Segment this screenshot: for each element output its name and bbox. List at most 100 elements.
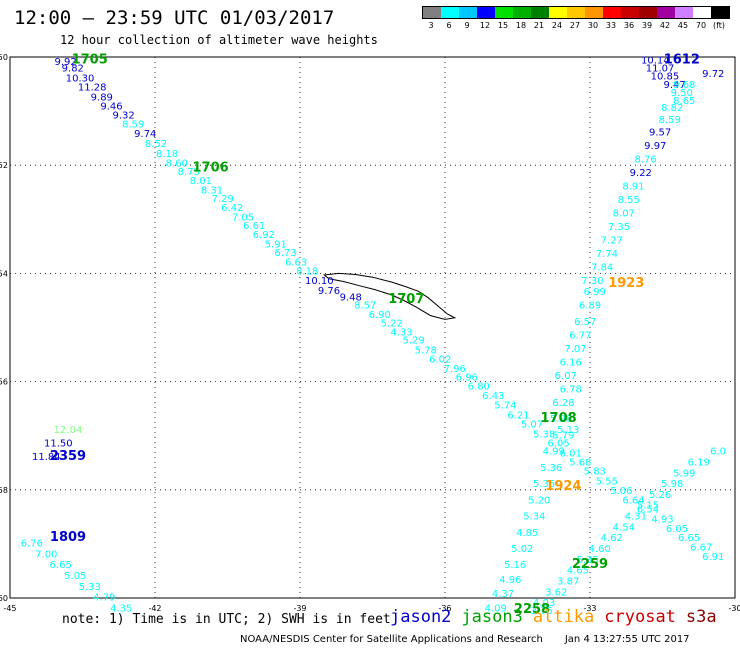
legend-label: 27 [569, 21, 581, 30]
credit-text: NOAA/NESDIS Center for Satellite Applica… [240, 634, 543, 645]
wave-height-point: 9.47 [663, 80, 685, 91]
legend-swatch [459, 7, 477, 18]
wave-height-point: 9.82 [62, 64, 84, 75]
legend-label: 70 [695, 21, 707, 30]
wave-height-point: 7.35 [608, 222, 630, 233]
wave-height-point: 5.98 [661, 479, 683, 490]
wave-height-point: 7.05 [232, 212, 254, 223]
wave-height-point: 4.54 [613, 522, 635, 533]
legend-swatch [711, 7, 729, 18]
wave-height-point: 9.89 [91, 92, 113, 103]
wave-height-point: 6.0 [710, 447, 726, 458]
wave-height-point: 8.18 [296, 267, 318, 278]
wave-height-point: 8.59 [659, 115, 681, 126]
wave-height-point: 4.65 [567, 566, 589, 577]
lon-tick-label: -42 [148, 604, 161, 613]
satellite-jason2: jason2 [390, 607, 452, 627]
wave-height-point: 6.61 [243, 221, 265, 232]
wave-height-point: 5.78 [415, 346, 437, 357]
legend-label: (ft) [712, 21, 726, 30]
wave-height-point: 5.26 [649, 490, 671, 501]
wave-height-point: 5.83 [584, 467, 606, 478]
satellite-key: jason2 jason3 altika cryosat s3a [390, 607, 717, 627]
generated-timestamp: Jan 4 13:27:55 UTC 2017 [564, 634, 690, 645]
wave-height-point: 5.99 [673, 468, 695, 479]
wave-height-point: 5.79 [552, 430, 574, 441]
wave-height-legend: 3 6 9 12 15 18 21 24 27 30 33 36 39 42 45 70 (ft) [422, 6, 730, 30]
lon-tick-label: -33 [583, 604, 596, 613]
wave-height-point: 7.29 [212, 194, 234, 205]
wave-height-point: 9.48 [340, 293, 362, 304]
wave-height-point: 6.80 [468, 382, 490, 393]
wave-height-point: 4.85 [516, 528, 538, 539]
lat-tick-label: -56 [0, 378, 8, 387]
wave-height-point: 6.92 [253, 230, 275, 241]
wave-height-point: 5.20 [528, 495, 550, 506]
wave-height-point: 6.43 [482, 391, 504, 402]
legend-label: 12 [479, 21, 491, 30]
wave-height-point: 7.07 [564, 344, 586, 355]
legend-swatch [585, 7, 603, 18]
wave-height-point: 6.65 [50, 560, 72, 571]
wave-height-point: 10.10 [305, 276, 334, 287]
wave-height-point: 8.57 [354, 301, 376, 312]
wave-height-point: 5.35 [533, 479, 555, 490]
wave-height-point: 8.82 [661, 103, 683, 114]
pass-time-label: 2258 [514, 602, 550, 617]
wave-height-point: 6.89 [579, 301, 601, 312]
wave-height-point: 6.42 [221, 203, 243, 214]
wave-height-point: 6.99 [584, 287, 606, 298]
wave-height-point: 11.84 [32, 452, 61, 463]
wave-height-point: 6.05 [666, 524, 688, 535]
legend-swatch [477, 7, 495, 18]
wave-height-point: 6.67 [690, 542, 712, 553]
lon-tick-label: -45 [3, 604, 16, 613]
legend-swatch [675, 7, 693, 18]
lat-tick-label: -60 [0, 594, 8, 603]
wave-height-point: 5.74 [494, 401, 516, 412]
wave-height-point: 3.87 [557, 577, 579, 588]
wave-height-point: 12.04 [54, 425, 83, 436]
wave-height-point: 6.91 [702, 552, 724, 563]
wave-height-point: 5.91 [265, 239, 287, 250]
wave-height-point: 6.57 [574, 317, 596, 328]
wave-height-point: 6.73 [274, 248, 296, 259]
wave-height-point: 9.72 [702, 69, 724, 80]
wave-height-point: 5.55 [596, 476, 618, 487]
legend-swatch [693, 7, 711, 18]
wave-height-point: 8.31 [201, 185, 223, 196]
legend-labels: 3 6 9 12 15 18 21 24 27 30 33 36 39 42 45 70 (ft) [422, 21, 730, 30]
credit-line: NOAA/NESDIS Center for Satellite Applica… [240, 634, 712, 645]
wave-height-point: 4.37 [492, 589, 514, 600]
wave-height-point: 5.05 [64, 571, 86, 582]
wave-height-point: 9.22 [630, 168, 652, 179]
wave-height-point: 9.50 [671, 88, 693, 99]
wave-height-point: 8.76 [634, 155, 656, 166]
wave-height-point: 8.18 [156, 149, 178, 160]
wave-height-point: 3.62 [545, 587, 567, 598]
wave-height-point: 6.78 [560, 384, 582, 395]
lat-tick-label: -52 [0, 161, 8, 170]
legend-swatch [639, 7, 657, 18]
wave-height-point: 5.13 [557, 425, 579, 436]
satellite-s3a: s3a [685, 607, 717, 627]
wave-height-point: 8.91 [622, 182, 644, 193]
wave-height-point: 6.65 [678, 533, 700, 544]
legend-swatch [531, 7, 549, 18]
wave-height-point: 6.01 [560, 448, 582, 459]
wave-height-point: 8.01 [190, 176, 212, 187]
wave-height-point: 5.02 [511, 544, 533, 555]
legend-swatch [657, 7, 675, 18]
wave-height-point: 8.65 [673, 96, 695, 107]
pass-time-label: 1924 [545, 479, 581, 494]
legend-swatch [549, 7, 567, 18]
wave-height-point: 8.55 [618, 195, 640, 206]
legend-swatch [603, 7, 621, 18]
south-georgia-coastline [322, 272, 457, 320]
wave-height-point: 4.62 [601, 533, 623, 544]
wave-height-point: 5.07 [521, 420, 543, 431]
wave-height-point: 6.77 [569, 330, 591, 341]
wave-height-point: 4.03 [533, 598, 555, 609]
legend-label: 3 [428, 21, 434, 30]
wave-height-point: 5.29 [402, 336, 424, 347]
